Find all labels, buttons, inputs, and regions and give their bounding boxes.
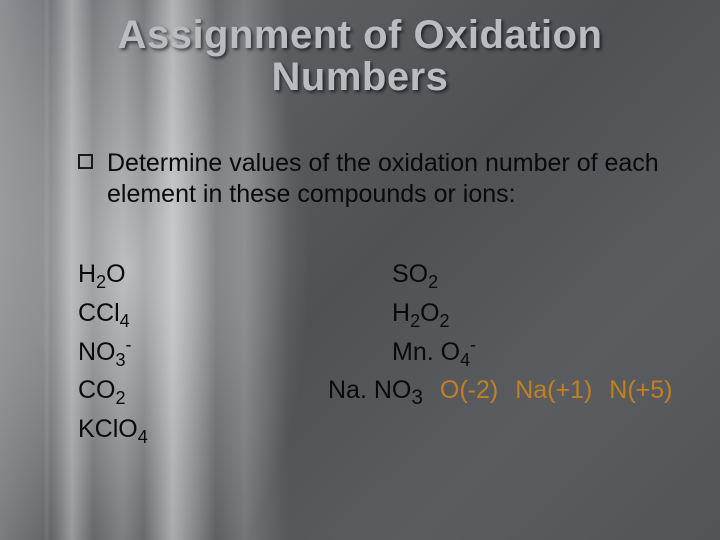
answer-part-0: O(-2) (440, 376, 498, 404)
slide-title: Assignment of Oxidation Numbers (0, 0, 720, 98)
chem-sub: 2 (116, 388, 126, 408)
chem-sub: 4 (138, 427, 148, 447)
compound-left-2: NO3- (78, 333, 328, 372)
chem-sup: - (470, 334, 476, 354)
answer-compound-sub: 3 (411, 386, 423, 409)
compound-left-0: H2O (78, 255, 328, 294)
compound-left-1: CCl4 (78, 294, 328, 333)
bullet-text: Determine values of the oxidation number… (107, 148, 664, 211)
answer-row: Na. NO3 O(-2) Na(+1) N(+5) (328, 371, 680, 414)
chem-base: H (78, 260, 96, 288)
bullet-row: Determine values of the oxidation number… (78, 148, 664, 211)
chem-sub: 2 (410, 311, 420, 331)
answer-compound: Na. NO3 (328, 376, 423, 404)
right-column: SO2 H2O2 Mn. O4- Na. NO3 O(-2) Na(+1) N(… (328, 255, 680, 449)
chem-tail: O (420, 299, 439, 327)
right-inner: SO2 H2O2 Mn. O4- (328, 255, 680, 371)
left-column: H2O CCl4 NO3- CO2 KClO4 (78, 255, 328, 449)
chem-sup: - (126, 334, 132, 354)
chem-base: KClO (78, 415, 138, 443)
answer-compound-prefix: Na. NO (328, 376, 411, 404)
chem-base: NO (78, 338, 116, 366)
chem-base: SO (392, 260, 428, 288)
answer-part-2: N(+5) (609, 376, 672, 404)
compound-right-2: Mn. O4- (392, 333, 680, 372)
compound-columns: H2O CCl4 NO3- CO2 KClO4 SO2 H2O2 (78, 255, 680, 449)
chem-sub: 4 (120, 311, 130, 331)
chem-sub: 3 (116, 350, 126, 370)
compound-right-0: SO2 (392, 255, 680, 294)
answer-part-1: Na(+1) (515, 376, 592, 404)
chem-sub2: 2 (440, 311, 450, 331)
chem-sub: 2 (428, 272, 438, 292)
compound-left-4: KClO4 (78, 410, 328, 449)
chem-base: H (392, 299, 410, 327)
compound-right-1: H2O2 (392, 294, 680, 333)
chem-sub: 2 (96, 272, 106, 292)
chem-base: CCl (78, 299, 120, 327)
chem-tail: O (106, 260, 125, 288)
chem-base: Mn. O (392, 338, 460, 366)
bullet-checkbox-icon (78, 154, 93, 169)
slide: Assignment of Oxidation Numbers Determin… (0, 0, 720, 540)
title-line-2: Numbers (272, 55, 449, 99)
title-line-1: Assignment of Oxidation (118, 13, 603, 57)
chem-sub: 4 (460, 350, 470, 370)
chem-base: CO (78, 376, 116, 404)
compound-left-3: CO2 (78, 371, 328, 410)
